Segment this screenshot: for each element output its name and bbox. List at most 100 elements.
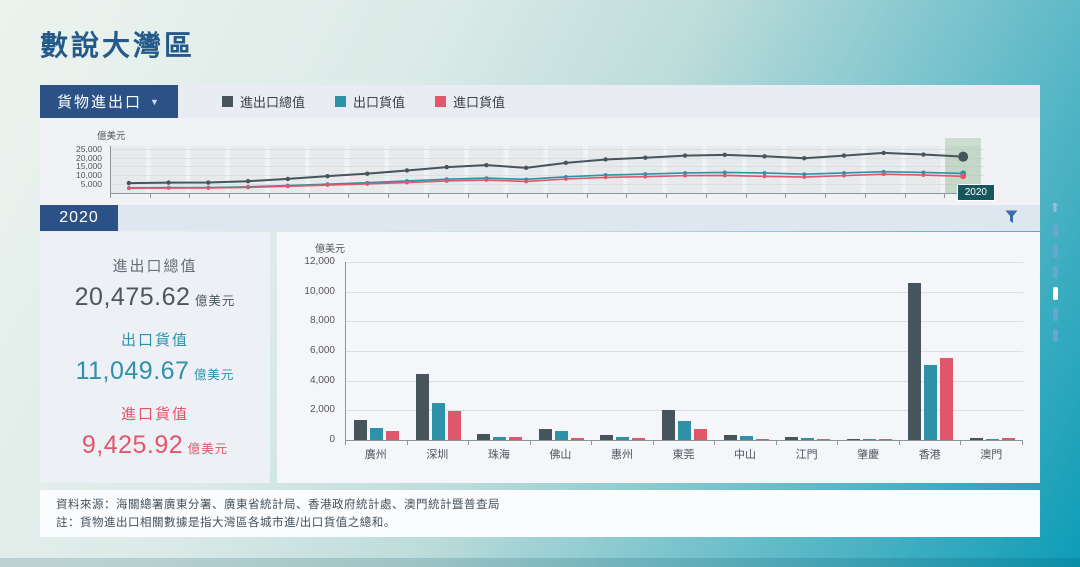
bar[interactable] — [509, 437, 523, 440]
scroll-dash[interactable] — [1052, 224, 1058, 237]
bar-group-惠州[interactable] — [592, 262, 654, 440]
year-filter-bar: 2020 — [40, 205, 1040, 231]
bar[interactable] — [493, 436, 507, 440]
summary-stats-panel: 進出口總值 20,475.62 億美元 出口貨值 11,049.67 億美元 進… — [40, 232, 270, 483]
filter-icon[interactable] — [1005, 210, 1018, 224]
bar[interactable] — [662, 410, 675, 440]
footnotes: 資料來源：海關總署廣東分署、廣東省統計局、香港政府統計處、澳門統計暨普查局 註：… — [40, 490, 1040, 537]
bar[interactable] — [678, 421, 691, 440]
scroll-dash[interactable] — [1052, 266, 1058, 279]
legend-item-import[interactable]: 進口貨值 — [435, 92, 505, 111]
data-source-note: 資料來源：海關總署廣東分署、廣東省統計局、香港政府統計處、澳門統計暨普查局 — [56, 499, 500, 511]
bar-group-深圳[interactable] — [408, 262, 470, 440]
bar[interactable] — [801, 437, 815, 440]
scroll-indicator[interactable]: ⬆ — [1048, 200, 1062, 342]
scroll-dash[interactable] — [1052, 308, 1058, 321]
timeline-selected-year-band — [945, 138, 981, 193]
scroll-dash-current[interactable] — [1052, 287, 1058, 300]
bar-chart-plot-area[interactable] — [345, 262, 1023, 441]
bar-chart-y-axis: 0 2,000 4,000 6,000 8,000 10,000 12,000 — [304, 256, 335, 445]
timeline-year-tooltip: 2020 — [956, 184, 995, 201]
bar-group-珠海[interactable] — [469, 262, 531, 440]
bar-groups — [346, 262, 1023, 440]
bar[interactable] — [632, 438, 646, 440]
stat-total-label: 進出口總值 — [112, 258, 198, 275]
bar-x-label: 佛山 — [549, 449, 572, 461]
bar-chart-x-axis-labels: 廣州 深圳 珠海 佛山 惠州 東莞 中山 江門 肇慶 香港 澳門 — [345, 446, 1022, 462]
timeline-lines — [126, 150, 969, 191]
legend-label-total: 進出口總值 — [240, 95, 306, 110]
bar[interactable] — [538, 428, 552, 440]
bar[interactable] — [354, 419, 368, 440]
stat-import-unit: 億美元 — [187, 442, 229, 456]
bar-group-廣州[interactable] — [346, 262, 408, 440]
selected-year-badge: 2020 — [40, 205, 118, 231]
scroll-dash[interactable] — [1052, 329, 1058, 342]
bar[interactable] — [415, 374, 429, 440]
bar-chart-unit-label: 億美元 — [315, 244, 345, 255]
bar[interactable] — [370, 428, 384, 440]
bar[interactable] — [924, 364, 938, 440]
bar[interactable] — [985, 439, 999, 440]
bar[interactable] — [477, 433, 491, 440]
bar[interactable] — [694, 429, 707, 440]
bar-x-label: 東莞 — [672, 449, 695, 461]
bar-x-label: 中山 — [734, 449, 757, 461]
bar-group-中山[interactable] — [715, 262, 777, 440]
bar[interactable] — [447, 410, 461, 440]
bar-group-澳門[interactable] — [961, 262, 1023, 440]
legend-item-export[interactable]: 出口貨值 — [335, 92, 405, 111]
bar-x-label: 肇慶 — [857, 449, 880, 461]
bar[interactable] — [554, 430, 568, 440]
bar[interactable] — [616, 436, 630, 440]
stat-export-label: 出口貨值 — [120, 332, 189, 349]
stat-import-value: 9,425.92 — [81, 431, 184, 459]
bar[interactable] — [386, 431, 400, 440]
bar[interactable] — [755, 439, 769, 440]
page-title: 數說大灣區 — [40, 30, 196, 61]
bar[interactable] — [862, 439, 876, 440]
bar-chart-x-axis-ticks — [345, 441, 1023, 445]
bar[interactable] — [969, 437, 983, 440]
topic-dropdown[interactable]: 貨物進出口 ▼ — [40, 85, 178, 118]
bar[interactable] — [785, 436, 799, 440]
scroll-dash[interactable] — [1052, 245, 1058, 258]
timeline-y-axis: 5,000 10,000 15,000 20,000 25,000 — [76, 143, 102, 190]
stat-export: 出口貨值 11,049.67 億美元 — [76, 329, 235, 386]
legend-item-total[interactable]: 進出口總值 — [222, 92, 305, 111]
bar-x-label: 深圳 — [426, 449, 449, 461]
bar[interactable] — [739, 436, 753, 440]
bar[interactable] — [846, 439, 860, 440]
bar[interactable] — [817, 439, 831, 440]
topic-dropdown-label: 貨物進出口 — [57, 94, 143, 111]
timeline-x-axis-ticks — [110, 194, 985, 198]
bar-group-江門[interactable] — [777, 262, 839, 440]
stat-import-label: 進口貨值 — [120, 406, 189, 423]
bar[interactable] — [878, 439, 892, 440]
bar-group-肇慶[interactable] — [838, 262, 900, 440]
chart-legend: 進出口總值 出口貨值 進口貨值 — [178, 85, 1040, 118]
bar[interactable] — [431, 403, 445, 440]
timeline-plot-area[interactable] — [110, 138, 985, 194]
bar[interactable] — [723, 435, 737, 440]
legend-swatch-total — [222, 96, 233, 107]
bar[interactable] — [600, 434, 614, 440]
timeline-unit-label: 億美元 — [97, 131, 126, 142]
bar-x-label: 惠州 — [610, 449, 633, 461]
bar[interactable] — [570, 437, 584, 440]
bar[interactable] — [908, 283, 922, 440]
legend-swatch-export — [335, 96, 347, 107]
bar-x-label: 香港 — [918, 449, 941, 461]
legend-label-import: 進口貨值 — [453, 95, 506, 110]
stat-import: 進口貨值 9,425.92 億美元 — [82, 403, 228, 460]
bar[interactable] — [940, 358, 954, 440]
scroll-up-arrow-icon[interactable]: ⬆ — [1049, 200, 1061, 215]
bar-group-東莞[interactable] — [654, 262, 716, 440]
city-bar-chart-panel: 億美元 0 2,000 4,000 6,000 8,000 10,000 12,000 廣州… — [277, 232, 1040, 483]
bar-group-佛山[interactable] — [531, 262, 593, 440]
bar[interactable] — [1001, 438, 1015, 440]
legend-swatch-import — [435, 96, 447, 107]
bar-group-香港[interactable] — [900, 262, 962, 440]
bar-x-label: 澳門 — [980, 449, 1003, 461]
toolbar: 貨物進出口 ▼ 進出口總值 出口貨值 進口貨值 — [40, 85, 1040, 118]
